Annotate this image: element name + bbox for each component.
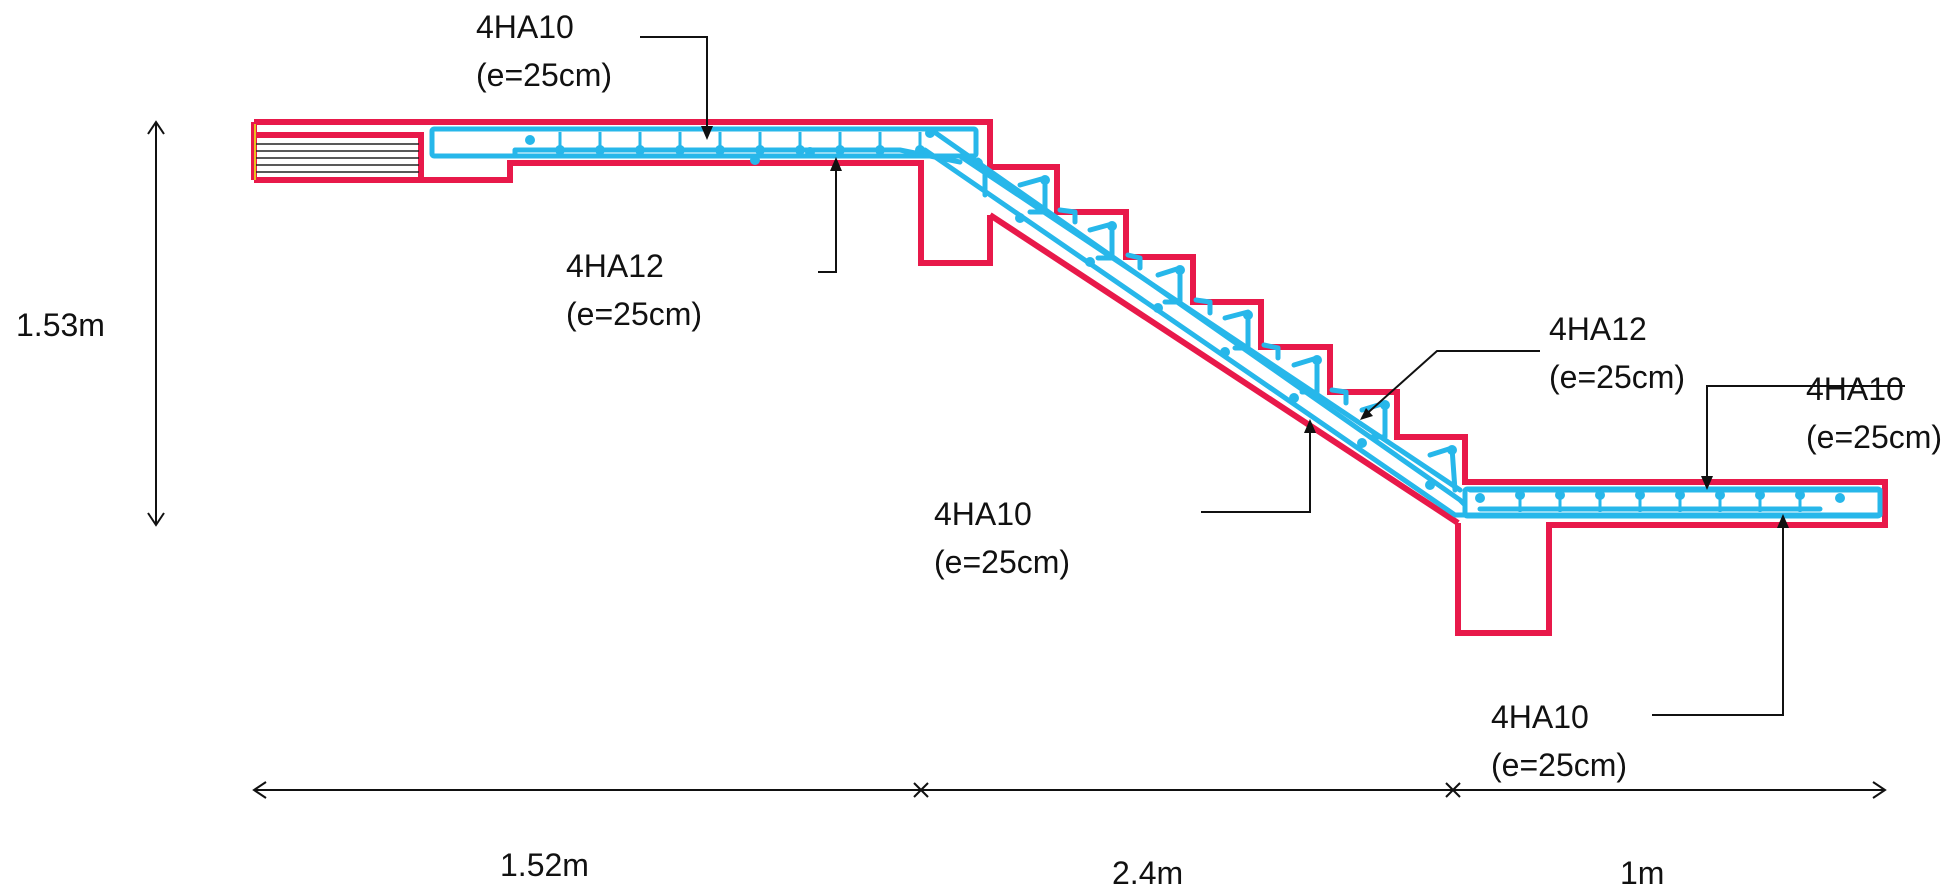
rebar-step-tie-c	[1193, 297, 1213, 316]
dimension-lines	[147, 120, 1887, 799]
annotation-2-bar: 4HA12	[1549, 311, 1647, 347]
leader-2	[1361, 350, 1540, 419]
rebar-cage	[429, 126, 1883, 519]
existing-slab-hatch	[256, 143, 419, 173]
leader-lines	[640, 36, 1905, 716]
annotation-2-spacing: (e=25cm)	[1549, 359, 1685, 395]
rebar-step-2	[1017, 175, 1048, 215]
leader-3	[1706, 385, 1905, 487]
leader-arrowheads	[701, 126, 1789, 528]
concrete-upper-beam	[254, 160, 993, 266]
rebar-step-5	[1222, 309, 1251, 351]
rebar-step-tie-d	[1261, 342, 1281, 361]
rebar-step-tie-a	[1057, 207, 1078, 225]
rebar-flight-top-bar-2	[957, 153, 1463, 493]
rebar-step-4	[1155, 265, 1183, 305]
annotation-3-spacing: (e=25cm)	[1806, 419, 1942, 455]
annotation-4-spacing: (e=25cm)	[934, 544, 1070, 580]
leader-5	[1652, 517, 1784, 716]
annotation-5-bar: 4HA10	[1491, 699, 1589, 735]
rebar-top-landing-dots	[525, 128, 935, 165]
dim-span-landing-top-label: 1.52m	[500, 847, 589, 883]
annotation-3-bar: 4HA10	[1806, 371, 1904, 407]
leader-0	[640, 36, 708, 137]
rebar-step-tie-e	[1329, 387, 1349, 406]
annotation-5-spacing: (e=25cm)	[1491, 747, 1627, 783]
dim-height-label: 1.53m	[16, 307, 105, 343]
leader-4	[1201, 422, 1311, 513]
annotation-0-bar: 4HA10	[476, 9, 574, 45]
concrete-slab-notch	[254, 132, 424, 180]
rebar-flight-dots	[973, 158, 1457, 490]
rebar-step-6	[1291, 355, 1320, 395]
dim-span-landing-bottom-label: 1m	[1620, 855, 1664, 891]
concrete-top-profile	[254, 119, 1888, 636]
concrete-soffit	[988, 212, 1460, 526]
annotation-1-spacing: (e=25cm)	[566, 296, 702, 332]
rebar-step-3	[1087, 221, 1115, 261]
annotation-1-bar: 4HA12	[566, 248, 664, 284]
rebar-bottom-landing-dots	[1475, 490, 1845, 503]
annotation-4-bar: 4HA10	[934, 496, 1032, 532]
leader-1	[818, 160, 837, 273]
rebar-step-tie-b	[1125, 252, 1143, 271]
rebar-bottom-landing-cage	[1462, 486, 1883, 519]
dim-span-flight-label: 2.4m	[1112, 855, 1183, 891]
annotation-0-spacing: (e=25cm)	[476, 57, 612, 93]
